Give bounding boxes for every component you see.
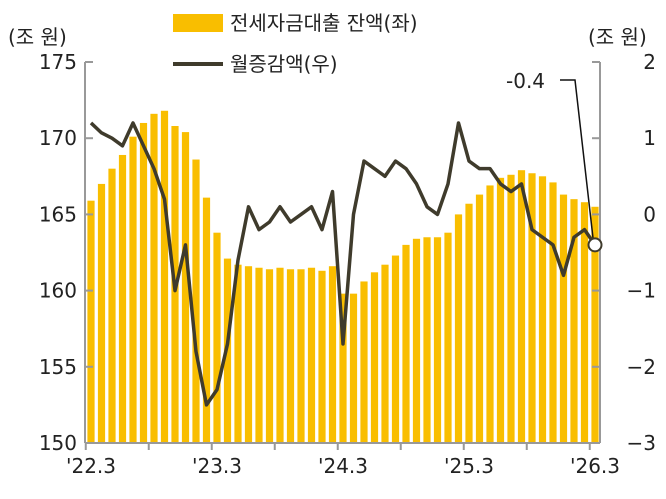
x-tick-label: '24.3: [318, 454, 368, 478]
bar: [339, 293, 347, 443]
legend-line-label: 월증감액(우): [230, 52, 338, 76]
bar: [181, 132, 190, 443]
monthly-change-line: [89, 121, 597, 407]
bar: [286, 269, 295, 443]
bar: [402, 244, 410, 443]
annotation-marker: [587, 237, 603, 253]
bars-group: [87, 110, 599, 444]
left-tick-label: 170: [39, 126, 77, 150]
line-group: [89, 79, 603, 407]
bar: [255, 267, 263, 443]
bar: [349, 293, 358, 443]
left-tick-label: 150: [39, 431, 77, 455]
bar: [192, 159, 200, 443]
left-axis-unit: (조 원): [8, 25, 67, 49]
x-tick-label: '22.3: [66, 454, 116, 478]
bar: [580, 202, 589, 443]
bar: [538, 176, 547, 444]
bar: [318, 270, 326, 443]
bar: [244, 266, 253, 443]
bar: [465, 203, 473, 443]
bar: [391, 255, 400, 443]
bar: [528, 173, 536, 443]
right-tick-label: −3: [627, 431, 656, 455]
bar: [276, 267, 284, 443]
bar: [139, 122, 148, 444]
bar: [108, 168, 116, 443]
right-axis-unit: (조 원): [588, 25, 647, 49]
bar: [570, 199, 578, 443]
right-tick-label: 0: [643, 202, 656, 226]
bar: [433, 237, 442, 443]
left-tick-label: 155: [39, 355, 77, 379]
bar: [234, 264, 242, 443]
annotation-leader-line: [560, 79, 594, 238]
bar: [118, 154, 127, 444]
bar: [444, 232, 452, 443]
bar: [381, 264, 389, 443]
bar: [97, 183, 106, 444]
bar: [591, 206, 599, 443]
bar: [202, 197, 211, 443]
bar: [213, 232, 221, 443]
x-tick-label: '23.3: [192, 454, 242, 478]
bar: [328, 266, 337, 443]
legend-bar-swatch: [173, 14, 223, 32]
bar: [454, 214, 463, 443]
bar: [307, 267, 316, 443]
left-tick-label: 175: [39, 50, 77, 74]
bar: [360, 281, 368, 443]
right-tick-label: 2: [643, 50, 656, 74]
bar: [559, 194, 568, 443]
bar: [412, 238, 421, 443]
bar: [129, 136, 137, 443]
left-tick-label: 165: [39, 202, 77, 226]
bar: [549, 182, 557, 443]
bar: [496, 177, 505, 443]
bar: [423, 237, 431, 443]
x-tick-label: '25.3: [444, 454, 494, 478]
bar: [265, 269, 274, 443]
bar: [507, 174, 515, 443]
right-tick-label: −1: [627, 279, 656, 303]
bar: [475, 194, 484, 443]
annotation-label: -0.4: [506, 69, 545, 93]
bar: [87, 200, 95, 443]
bar: [486, 185, 494, 443]
right-tick-label: 1: [643, 126, 656, 150]
bar: [297, 269, 305, 443]
axes-group: 150 155 160 165 170 175 −3 −2 −1 0 1 2 '22.3 '23.3 '24…: [39, 50, 656, 478]
x-tick-label: '26.3: [570, 454, 620, 478]
bar: [517, 170, 526, 444]
legend-bar-label: 전세자금대출 잔액(좌): [230, 11, 418, 35]
bar: [160, 110, 169, 443]
bar: [370, 272, 379, 443]
bar: [150, 113, 158, 443]
left-tick-label: 160: [39, 279, 77, 303]
right-tick-label: −2: [627, 355, 656, 379]
